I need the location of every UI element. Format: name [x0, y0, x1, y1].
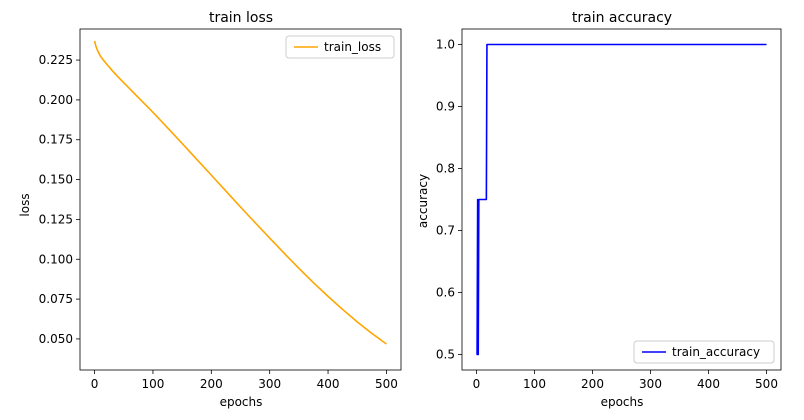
loss-x-tick-label: 200	[200, 377, 223, 391]
loss-axes-frame	[79, 28, 402, 371]
accuracy-axes-frame	[461, 28, 782, 371]
loss-y-tick-label: 0.175	[39, 133, 73, 147]
loss-chart: train loss 0.050 0.075 0.100 0.125 0.150 0.17…	[18, 10, 402, 409]
loss-y-tick-label: 0.100	[39, 252, 73, 266]
accuracy-y-tick-label: 1.0	[436, 38, 455, 52]
accuracy-chart-title: train accuracy	[572, 10, 672, 26]
accuracy-x-tick-label: 0	[473, 377, 481, 391]
accuracy-x-tick-label: 500	[755, 377, 778, 391]
accuracy-y-ticks: 0.5 0.6 0.7 0.8 0.9 1.0	[436, 38, 462, 362]
accuracy-y-axis-label: accuracy	[416, 174, 430, 228]
accuracy-series-line	[476, 43, 767, 356]
accuracy-y-tick-label: 0.9	[436, 100, 455, 114]
accuracy-x-tick-label: 400	[697, 377, 720, 391]
loss-series-line	[93, 40, 387, 345]
loss-legend: train_loss	[285, 35, 395, 59]
loss-x-tick-label: 400	[317, 377, 340, 391]
loss-y-ticks: 0.050 0.075 0.100 0.125 0.150 0.175 0.200 0.225	[39, 53, 80, 346]
loss-y-tick-label: 0.225	[39, 53, 73, 67]
accuracy-x-tick-label: 300	[639, 377, 662, 391]
loss-y-tick-label: 0.125	[39, 212, 73, 226]
accuracy-x-tick-label: 200	[581, 377, 604, 391]
loss-y-tick-label: 0.200	[39, 93, 73, 107]
loss-y-tick-label: 0.075	[39, 292, 73, 306]
loss-chart-title: train loss	[209, 10, 273, 26]
accuracy-plot-area	[476, 43, 767, 356]
accuracy-y-tick-label: 0.8	[436, 162, 455, 176]
accuracy-legend: train_accuracy	[633, 340, 775, 364]
loss-x-tick-label: 300	[258, 377, 281, 391]
loss-x-tick-label: 100	[142, 377, 165, 391]
loss-y-tick-label: 0.150	[39, 173, 73, 187]
accuracy-y-tick-label: 0.5	[436, 348, 455, 362]
loss-plot-area	[93, 40, 387, 345]
loss-x-tick-label: 500	[375, 377, 398, 391]
accuracy-x-ticks: 0 100 200 300 400 500	[473, 370, 778, 391]
accuracy-y-tick-label: 0.6	[436, 286, 455, 300]
loss-x-axis-label: epochs	[220, 395, 263, 409]
accuracy-chart: train accuracy 0.5 0.6 0.7 0.8 0.9 1.0 0 100 20…	[416, 10, 782, 409]
loss-legend-label: train_loss	[324, 40, 381, 54]
accuracy-y-tick-label: 0.7	[436, 224, 455, 238]
loss-y-tick-label: 0.050	[39, 332, 73, 346]
loss-y-axis-label: loss	[18, 193, 32, 216]
accuracy-legend-box	[633, 340, 775, 364]
accuracy-x-axis-label: epochs	[601, 395, 644, 409]
loss-legend-box	[285, 35, 395, 59]
accuracy-x-tick-label: 100	[523, 377, 546, 391]
accuracy-legend-label: train_accuracy	[672, 345, 760, 359]
loss-x-tick-label: 0	[91, 377, 99, 391]
loss-x-ticks: 0 100 200 300 400 500	[91, 370, 398, 391]
